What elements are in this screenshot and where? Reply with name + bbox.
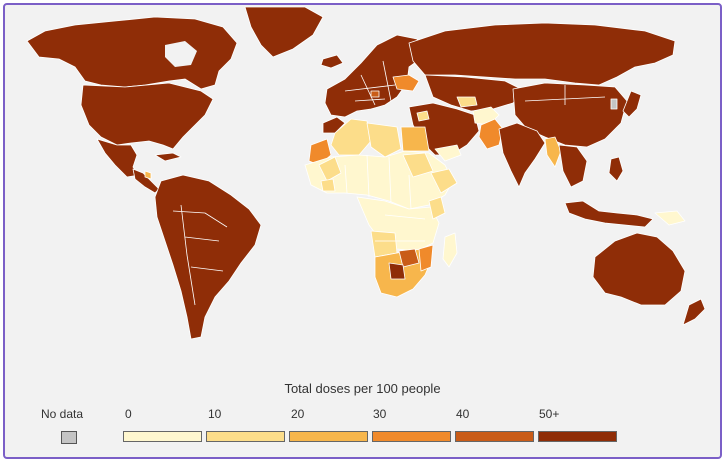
legend-tick-0: 0 (125, 407, 132, 421)
region-turkmenistan (456, 96, 478, 108)
region-hudson-bay (165, 41, 197, 67)
region-ethiopia (430, 168, 458, 194)
legend-tick-10: 10 (208, 407, 222, 421)
legend-swatch-10 (206, 431, 285, 442)
region-mexico (96, 138, 140, 178)
region-egypt (400, 126, 430, 152)
world-map (26, 6, 706, 340)
region-zimbabwe (398, 248, 420, 268)
legend-no-data-label: No data (41, 407, 84, 421)
region-myanmar (544, 136, 562, 168)
region-morocco (322, 116, 346, 134)
region-pakistan (478, 118, 504, 150)
region-mauritania (318, 156, 342, 182)
region-philippines (608, 156, 624, 182)
region-new-zealand (682, 298, 706, 326)
region-nicaragua (144, 170, 152, 180)
legend-no-data-swatch (61, 431, 77, 444)
region-ghana (320, 178, 336, 192)
legend-swatch-50-plus (538, 431, 617, 442)
region-indonesia (564, 200, 654, 228)
region-botswana (388, 262, 406, 280)
region-yemen (434, 144, 462, 162)
region-libya (366, 122, 402, 158)
legend-swatch-30 (372, 431, 451, 442)
region-australia (592, 232, 686, 306)
legend-swatch-0 (123, 431, 202, 442)
map-figure: Total doses per 100 people No data 0 10 … (3, 3, 722, 459)
region-mozambique (418, 244, 434, 272)
region-angola (370, 230, 398, 258)
region-greenland (244, 6, 324, 58)
legend-tick-50-plus: 50+ (539, 407, 560, 421)
region-central-asia (424, 74, 526, 112)
region-canada (26, 16, 238, 90)
region-caribbean (154, 152, 182, 162)
legend-swatch-20 (289, 431, 368, 442)
region-ukraine (392, 74, 420, 92)
legend-tick-40: 40 (456, 407, 470, 421)
legend-tick-30: 30 (373, 407, 387, 421)
region-russia (408, 22, 676, 86)
region-korea (610, 98, 618, 110)
region-iceland (320, 54, 344, 69)
region-madagascar (442, 232, 458, 268)
region-japan (622, 90, 642, 118)
region-sudan (402, 152, 434, 178)
region-india (498, 122, 546, 188)
region-southeast-asia (558, 144, 588, 188)
region-algeria (330, 118, 372, 156)
legend-tick-20: 20 (291, 407, 305, 421)
legend-swatch-40 (455, 431, 534, 442)
region-kenya (428, 196, 446, 220)
region-papua-new-guinea (654, 210, 686, 226)
region-syria (416, 110, 430, 122)
legend-title: Total doses per 100 people (284, 381, 441, 396)
region-bosnia (370, 90, 380, 98)
region-south-america (154, 174, 262, 340)
region-usa (80, 82, 214, 150)
